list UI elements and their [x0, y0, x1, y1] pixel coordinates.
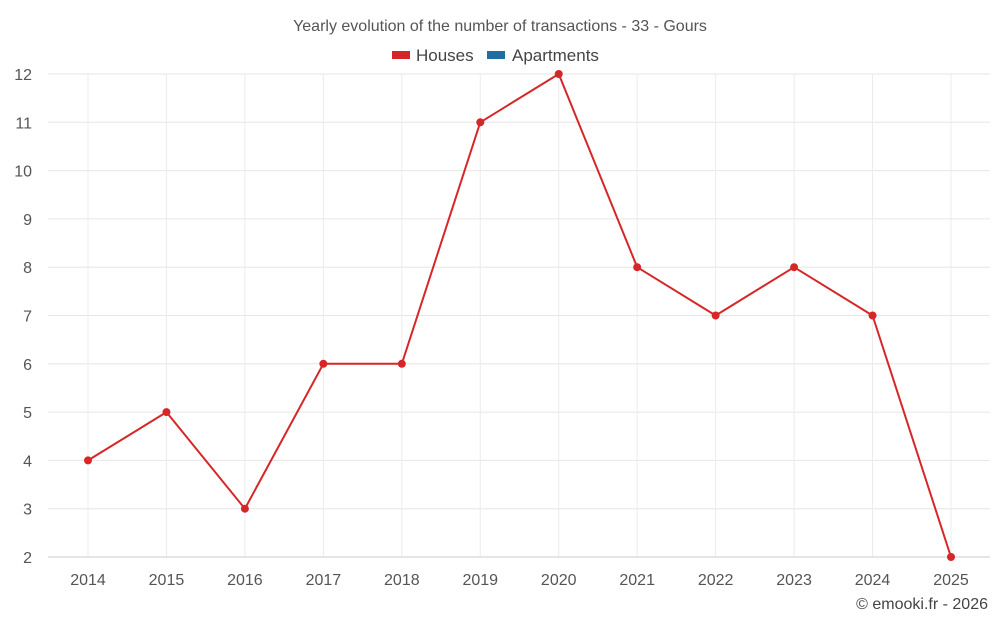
data-point[interactable] — [947, 553, 955, 561]
data-point[interactable] — [397, 359, 406, 368]
y-tick-label: 5 — [23, 405, 32, 422]
legend-label-houses: Houses — [416, 46, 474, 65]
x-tick-label: 2025 — [933, 572, 969, 589]
series-line — [87, 73, 952, 558]
y-axis: 2 3 4 5 6 7 8 9 10 11 12 — [14, 67, 32, 567]
y-tick-label: 3 — [23, 502, 32, 519]
series-houses — [84, 70, 955, 561]
legend-item-apartments[interactable]: Apartments — [487, 46, 599, 65]
data-point[interactable] — [711, 311, 720, 320]
y-tick-label: 8 — [23, 260, 32, 277]
x-tick-label: 2020 — [541, 572, 577, 589]
x-tick-label: 2021 — [619, 572, 655, 589]
y-tick-label: 10 — [14, 164, 32, 181]
data-point[interactable] — [554, 70, 563, 78]
data-point[interactable] — [868, 311, 877, 320]
y-tick-label: 9 — [23, 212, 32, 229]
x-tick-label: 2024 — [855, 572, 891, 589]
data-point[interactable] — [240, 504, 249, 513]
y-tick-label: 2 — [23, 550, 32, 567]
x-tick-label: 2022 — [698, 572, 734, 589]
x-tick-label: 2018 — [384, 572, 420, 589]
x-tick-label: 2016 — [227, 572, 263, 589]
legend-label-apartments: Apartments — [512, 46, 599, 65]
x-tick-label: 2017 — [306, 572, 342, 589]
grid — [48, 73, 990, 558]
x-tick-label: 2014 — [70, 572, 106, 589]
x-tick-label: 2015 — [149, 572, 185, 589]
y-tick-label: 12 — [14, 67, 32, 84]
legend: Houses Apartments — [392, 46, 599, 65]
data-point[interactable] — [790, 263, 799, 272]
legend-swatch-houses — [392, 51, 410, 59]
x-tick-label: 2023 — [776, 572, 812, 589]
chart-title: Yearly evolution of the number of transa… — [293, 18, 707, 35]
y-tick-label: 7 — [23, 309, 32, 326]
legend-item-houses[interactable]: Houses — [392, 46, 474, 65]
data-point[interactable] — [84, 456, 92, 465]
y-tick-label: 11 — [15, 115, 32, 132]
x-axis: 2014 2015 2016 2017 2018 2019 2020 2021 2022 2023… — [48, 556, 990, 589]
x-tick-label: 2019 — [462, 572, 498, 589]
y-tick-label: 4 — [23, 453, 32, 470]
data-point[interactable] — [476, 118, 485, 127]
data-point[interactable] — [633, 263, 642, 272]
legend-swatch-apartments — [487, 51, 505, 59]
credit-text: © emooki.fr - 2026 — [856, 596, 988, 613]
y-tick-label: 6 — [23, 357, 32, 374]
data-point[interactable] — [319, 359, 328, 368]
data-point[interactable] — [162, 408, 171, 417]
